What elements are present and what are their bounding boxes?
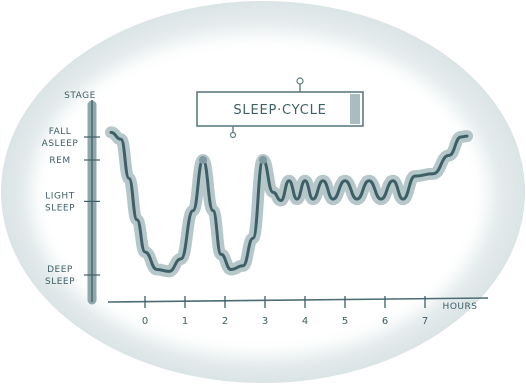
title-frame [196,91,364,127]
title-box: SLEEP·CYCLE [196,77,364,139]
rem-marker [199,156,207,164]
title-pin-top-head [296,77,304,85]
y-stage-label: DEEP SLEEP [45,265,75,287]
y-axis: STAGE FALL ASLEEP REM LIGHT SLEEP DEEP SLEEP [42,91,100,305]
title-shadow [350,94,360,124]
x-tick-label: 5 [342,316,348,327]
y-stage-label: REM [49,156,70,166]
x-tick-label: 0 [142,316,148,327]
y-stage-label: FALL ASLEEP [42,127,79,149]
x-tick-label: 6 [382,316,388,327]
x-axis-title: HOURS [443,302,478,312]
x-tick-label: 7 [422,316,428,327]
x-tick-label: 1 [182,316,188,327]
x-tick-label: 3 [262,316,268,327]
x-tick-label: 2 [222,316,228,327]
chart-title: SLEEP·CYCLE [233,103,326,118]
x-tick-label: 4 [302,316,308,327]
title-pin-bottom-head [229,131,237,139]
x-axis: HOURS 0 1 2 3 4 5 6 7 [107,296,489,327]
y-axis-title: STAGE [64,91,96,101]
y-stage-label: LIGHT SLEEP [45,191,75,213]
rem-marker [259,156,267,164]
